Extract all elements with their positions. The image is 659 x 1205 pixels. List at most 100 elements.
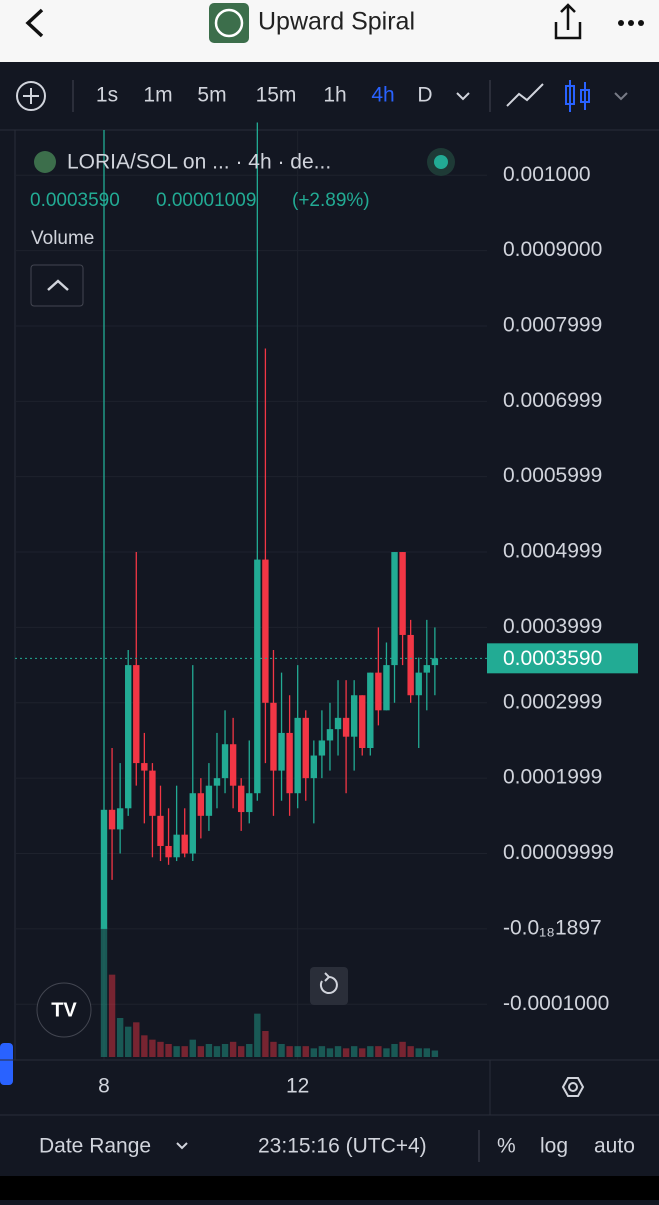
reset-button[interactable] xyxy=(310,967,348,1005)
date-range[interactable]: Date Range xyxy=(39,1135,151,1158)
reset-icon xyxy=(319,972,338,994)
tv-logo xyxy=(36,982,92,1038)
y-tick-label: 0.0007999 xyxy=(503,313,602,336)
volume-bar xyxy=(213,1046,221,1057)
candle-body xyxy=(237,785,245,813)
candle-body xyxy=(367,672,374,748)
price: 0.0003590 xyxy=(30,190,120,211)
volume-bar xyxy=(431,1050,439,1057)
app-title: Upward Spiral xyxy=(258,8,415,36)
volume-bar xyxy=(342,1048,350,1057)
volume-bar xyxy=(326,1048,334,1057)
back-button[interactable] xyxy=(25,8,44,38)
side-tab[interactable] xyxy=(0,1043,13,1085)
volume-bar xyxy=(359,1048,366,1057)
x-tick-label: 8 xyxy=(98,1075,110,1098)
y-tick-label: 0.0003999 xyxy=(503,615,602,638)
y-tick-label: 0.0009000 xyxy=(503,238,602,261)
candle-body xyxy=(375,672,382,711)
y-tick-label: 0.0005999 xyxy=(503,464,602,487)
volume-bar xyxy=(157,1041,164,1057)
candle-body xyxy=(221,744,229,779)
share-button[interactable] xyxy=(554,3,582,40)
add-button[interactable] xyxy=(16,81,46,111)
volume-bar xyxy=(221,1044,229,1057)
top-bar xyxy=(0,0,659,62)
style-menu[interactable] xyxy=(614,92,628,101)
volume-bar xyxy=(294,1046,301,1057)
volume-bar xyxy=(116,1018,124,1057)
collapse-button[interactable] xyxy=(30,264,84,307)
candle-body xyxy=(116,808,124,830)
candle-body xyxy=(399,552,406,635)
volume-bar xyxy=(318,1046,326,1057)
candle-body xyxy=(157,815,164,846)
volume-bar xyxy=(189,1039,196,1057)
candle-body xyxy=(254,559,261,794)
y-tick-label: 0.0001999 xyxy=(503,766,602,789)
candle-body xyxy=(262,559,269,703)
volume-bar xyxy=(108,974,116,1057)
volume-bar xyxy=(350,1046,358,1057)
volume-bar xyxy=(423,1048,430,1057)
settings-button[interactable] xyxy=(561,1077,585,1097)
interval-button[interactable]: 4h xyxy=(371,84,394,107)
candle-body xyxy=(294,717,301,794)
candle-body xyxy=(149,770,156,816)
auto-toggle[interactable]: auto xyxy=(594,1135,635,1158)
candle-body xyxy=(342,717,350,737)
candle-body xyxy=(100,809,108,929)
candle-body xyxy=(197,793,205,816)
candle-body xyxy=(213,778,221,786)
volume-bar xyxy=(125,1026,132,1057)
candle-body xyxy=(391,552,398,666)
symbol: LORIA/SOL on ... · 4h · de... xyxy=(67,151,331,174)
status-dot xyxy=(434,155,448,169)
candle-style[interactable] xyxy=(565,80,590,112)
volume-bar xyxy=(415,1048,422,1057)
candle-body xyxy=(407,634,414,696)
date-range-chevron xyxy=(176,1142,188,1150)
interval-button[interactable]: 1h xyxy=(323,84,346,107)
candle-body xyxy=(246,793,253,813)
volume-bar xyxy=(399,1041,406,1057)
candle-body xyxy=(189,793,196,854)
percent-toggle[interactable]: % xyxy=(497,1135,516,1158)
volume-bar xyxy=(262,1031,269,1057)
log-toggle[interactable]: log xyxy=(540,1135,568,1158)
candle-body xyxy=(108,809,116,830)
candle-body xyxy=(229,744,237,786)
volume-bar xyxy=(173,1046,180,1057)
candle-body xyxy=(141,763,148,771)
volume-bar xyxy=(367,1046,374,1057)
volume-bar xyxy=(254,1013,261,1057)
volume-bar xyxy=(133,1022,140,1057)
volume-bar xyxy=(375,1046,382,1057)
interval-button[interactable]: 5m xyxy=(197,84,226,107)
volume-bar xyxy=(407,1046,414,1057)
line-style[interactable] xyxy=(506,83,544,107)
volume-bar xyxy=(197,1046,205,1057)
volume-bar xyxy=(165,1044,172,1057)
plot xyxy=(15,122,487,1060)
candle-body xyxy=(310,755,318,779)
volume-bar xyxy=(229,1041,237,1057)
toolbar xyxy=(0,62,659,130)
interval-button[interactable]: 1s xyxy=(96,84,118,107)
volume-bar xyxy=(205,1044,213,1057)
volume-bar xyxy=(334,1046,342,1057)
y-tick-label: 0.0004999 xyxy=(503,540,602,563)
volume-bar xyxy=(391,1044,398,1057)
y-tick-label: 0.001000 xyxy=(503,163,591,186)
interval-button[interactable]: 1m xyxy=(143,84,172,107)
more-button[interactable] xyxy=(618,20,644,26)
candle-body xyxy=(181,834,188,854)
interval-menu[interactable] xyxy=(456,92,470,101)
interval-button[interactable]: 15m xyxy=(256,84,297,107)
symbol-logo xyxy=(34,151,56,173)
interval-button[interactable]: D xyxy=(417,84,432,107)
collapse-icon xyxy=(47,279,69,291)
candle-body xyxy=(302,717,309,779)
